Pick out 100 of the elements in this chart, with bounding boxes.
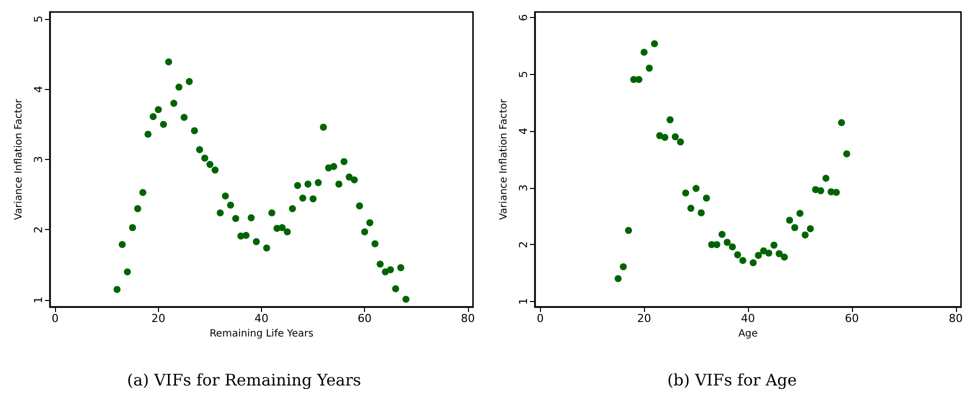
point: [713, 241, 720, 248]
point: [320, 124, 327, 131]
point: [640, 48, 648, 56]
x-tick-label: 80: [460, 312, 475, 325]
point: [806, 225, 814, 232]
point: [335, 180, 342, 188]
point: [682, 189, 690, 196]
point: [150, 113, 157, 120]
point: [739, 256, 746, 264]
point: [294, 182, 302, 189]
point: [212, 166, 219, 174]
y-axis-title: Variance Inflation Factor: [14, 98, 24, 220]
point: [650, 40, 658, 48]
point: [635, 76, 642, 84]
point: [392, 285, 400, 292]
y-tick-label: 1: [517, 298, 530, 305]
point: [129, 224, 136, 232]
point: [832, 188, 840, 196]
point: [216, 209, 224, 216]
point: [222, 192, 229, 200]
point: [356, 202, 364, 210]
y-tick-label: 1: [32, 296, 45, 304]
point: [786, 216, 794, 224]
point: [310, 195, 317, 202]
point: [340, 158, 348, 166]
point: [750, 259, 757, 266]
y-tick-label: 4: [517, 128, 530, 135]
point: [366, 219, 374, 226]
y-tick-label: 3: [517, 184, 530, 192]
point: [186, 78, 193, 86]
point: [661, 134, 668, 141]
x-tick-label: 0: [52, 312, 59, 325]
text: (a) VIFs for Remaining Years: [126, 370, 362, 390]
point: [687, 204, 694, 212]
y-tick-label: 2: [517, 241, 530, 248]
point: [625, 226, 632, 234]
x-tick-label: 0: [536, 312, 544, 325]
point: [734, 251, 742, 258]
point: [397, 264, 404, 272]
point: [718, 230, 726, 238]
point: [227, 202, 234, 209]
point: [299, 194, 306, 202]
point: [160, 120, 167, 128]
point: [263, 244, 270, 252]
y-axis-title: Variance Inflation Factor: [498, 98, 510, 220]
point: [190, 127, 198, 134]
y-tick-label: 3: [32, 156, 45, 163]
point: [175, 84, 182, 91]
x-axis-title: Remaining Life Years: [210, 328, 314, 340]
point: [620, 263, 627, 270]
point: [822, 174, 830, 182]
point: [361, 228, 368, 236]
point: [278, 224, 286, 232]
point: [646, 64, 653, 72]
point: [118, 240, 126, 248]
point: [330, 163, 338, 170]
point: [252, 238, 260, 246]
point: [371, 240, 378, 248]
x-tick-label: 20: [637, 312, 652, 325]
point: [791, 224, 798, 232]
point: [754, 252, 762, 259]
y-tick-label: 4: [32, 86, 45, 93]
y-tick-label: 2: [32, 226, 45, 234]
point: [248, 214, 255, 222]
point: [242, 232, 250, 239]
x-tick-label: 60: [844, 312, 859, 325]
point: [144, 130, 152, 138]
point: [802, 231, 809, 238]
point: [666, 116, 674, 124]
point: [698, 209, 705, 216]
point: [765, 250, 772, 257]
point: [288, 205, 296, 212]
point: [139, 189, 146, 196]
x-tick-label: 80: [948, 312, 963, 325]
point: [206, 160, 214, 168]
x-axis-title: Age: [738, 328, 758, 340]
point: [350, 176, 358, 184]
point: [232, 215, 240, 222]
y-tick-label: 6: [517, 14, 530, 22]
point: [376, 260, 384, 268]
point: [614, 275, 622, 282]
text: (b) VIFs for Age: [667, 370, 797, 390]
x-tick-label: 40: [741, 312, 755, 325]
point: [114, 286, 121, 293]
point: [304, 180, 312, 188]
point: [724, 238, 731, 246]
y-tick-label: 5: [517, 70, 530, 78]
point: [124, 268, 131, 276]
point: [692, 184, 700, 192]
point: [134, 205, 142, 212]
point: [346, 174, 353, 181]
point: [817, 187, 824, 194]
point: [760, 247, 768, 254]
point: [170, 100, 178, 107]
point: [201, 154, 208, 162]
point: [702, 194, 710, 202]
point: [838, 119, 846, 126]
point: [154, 106, 162, 114]
point: [386, 266, 394, 274]
y-tick-label: 5: [32, 16, 45, 23]
